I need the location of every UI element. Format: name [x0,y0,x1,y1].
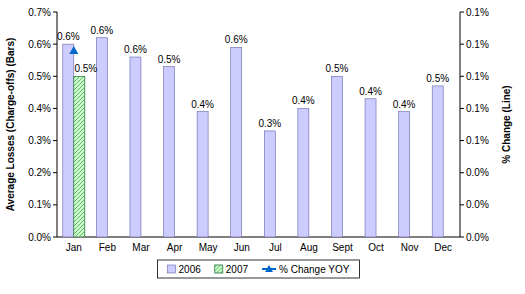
bar [231,47,242,237]
y-tick [53,140,57,141]
data-label: 0.6% [90,25,113,36]
data-label: 0.5% [326,63,349,74]
y-axis-line [57,12,58,237]
x-tick-label: Jun [234,242,250,253]
data-label: 0.4% [393,99,416,110]
y2-tick [460,172,464,173]
y2-tick-label: 0.1% [466,39,489,50]
x-tick-label: Jan [66,242,82,253]
y-tick [53,76,57,77]
data-label: 0.5% [74,63,97,74]
bar [164,67,175,237]
bar [130,57,141,237]
y-tick [53,108,57,109]
data-labels: 0.6% 0.6% 0.6% 0.5% 0.4% 0.6% 0.3% 0.4% 0.5% 0.4%… [57,25,449,129]
legend-swatch-hatch [215,265,223,273]
y2-tick [460,12,464,13]
y2-tick [460,108,464,109]
y-tick-label: 0.7% [28,7,51,18]
y2-tick-label: 0.0% [466,232,489,243]
y-tick [53,44,57,45]
bar [74,76,85,237]
bar-hatch [74,76,85,237]
data-label: 0.5% [158,54,181,65]
legend-swatch [215,265,223,273]
legend-box [158,260,360,278]
data-label: 0.4% [292,95,315,106]
bar [298,108,309,237]
x-tick-label: Feb [99,242,117,253]
x-tick-label: Jul [269,242,282,253]
y-tick-label: 0.0% [28,232,51,243]
x-tick-label: Sept [332,242,353,253]
y-tick [53,237,57,238]
data-label: 0.6% [225,34,248,45]
y2-axis-title: % Change (Line) [501,85,512,163]
line-marker [69,46,78,54]
y2-tick-label: 0.1% [466,71,489,82]
y-tick-label: 0.1% [28,199,51,210]
y2-tick-label: 0.1% [466,7,489,18]
bar [432,86,443,237]
bar [331,76,342,237]
data-label: 0.3% [258,118,281,129]
x-tick-label: Nov [401,242,419,253]
y2-axis-line [460,12,461,237]
data-label: 0.6% [124,44,147,55]
y2-tick [460,44,464,45]
bar [197,112,208,237]
y2-tick [460,237,464,238]
bar [264,131,275,237]
chart: 0.0% 0.1% 0.2% 0.3% 0.4% 0.5% 0.6% 0.7% 0.0% 0.0%… [0,0,525,294]
x-tick-label: Aug [300,242,318,253]
data-label: 0.5% [426,73,449,84]
legend-marker [265,265,273,272]
y2-tick [460,140,464,141]
y-tick-label: 0.2% [28,167,51,178]
y2-tick [460,204,464,205]
y-tick-label: 0.3% [28,135,51,146]
y-tick [53,172,57,173]
bar [399,112,410,237]
x-tick-label: May [199,242,218,253]
plot-area [63,38,443,237]
y-tick-label: 0.6% [28,39,51,50]
x-tick-label: Oct [368,242,384,253]
bar [63,44,74,237]
y2-tick [460,76,464,77]
bar [96,38,107,237]
y-tick-label: 0.5% [28,71,51,82]
bar [365,99,376,237]
data-label: 0.4% [191,99,214,110]
legend-label: 2006 [179,264,202,275]
data-label: 0.4% [359,86,382,97]
legend-label: % Change YOY [279,264,350,275]
y2-tick-label: 0.1% [466,135,489,146]
x-tick-label: Mar [132,242,150,253]
y-tick [53,12,57,13]
y-tick [53,204,57,205]
legend-swatch [168,265,176,273]
y2-tick-label: 0.1% [466,103,489,114]
data-label: 0.6% [57,31,80,42]
y2-tick-label: 0.0% [466,167,489,178]
x-tick-label: Dec [434,242,452,253]
y2-tick-label: 0.0% [466,199,489,210]
legend: 2006 2007 % Change YOY [158,260,360,278]
x-tick-label: Apr [167,242,183,253]
y-tick-label: 0.4% [28,103,51,114]
y-axis-title: Average Losses (Charge-offs) (Bars) [5,38,16,212]
legend-label: 2007 [226,264,249,275]
